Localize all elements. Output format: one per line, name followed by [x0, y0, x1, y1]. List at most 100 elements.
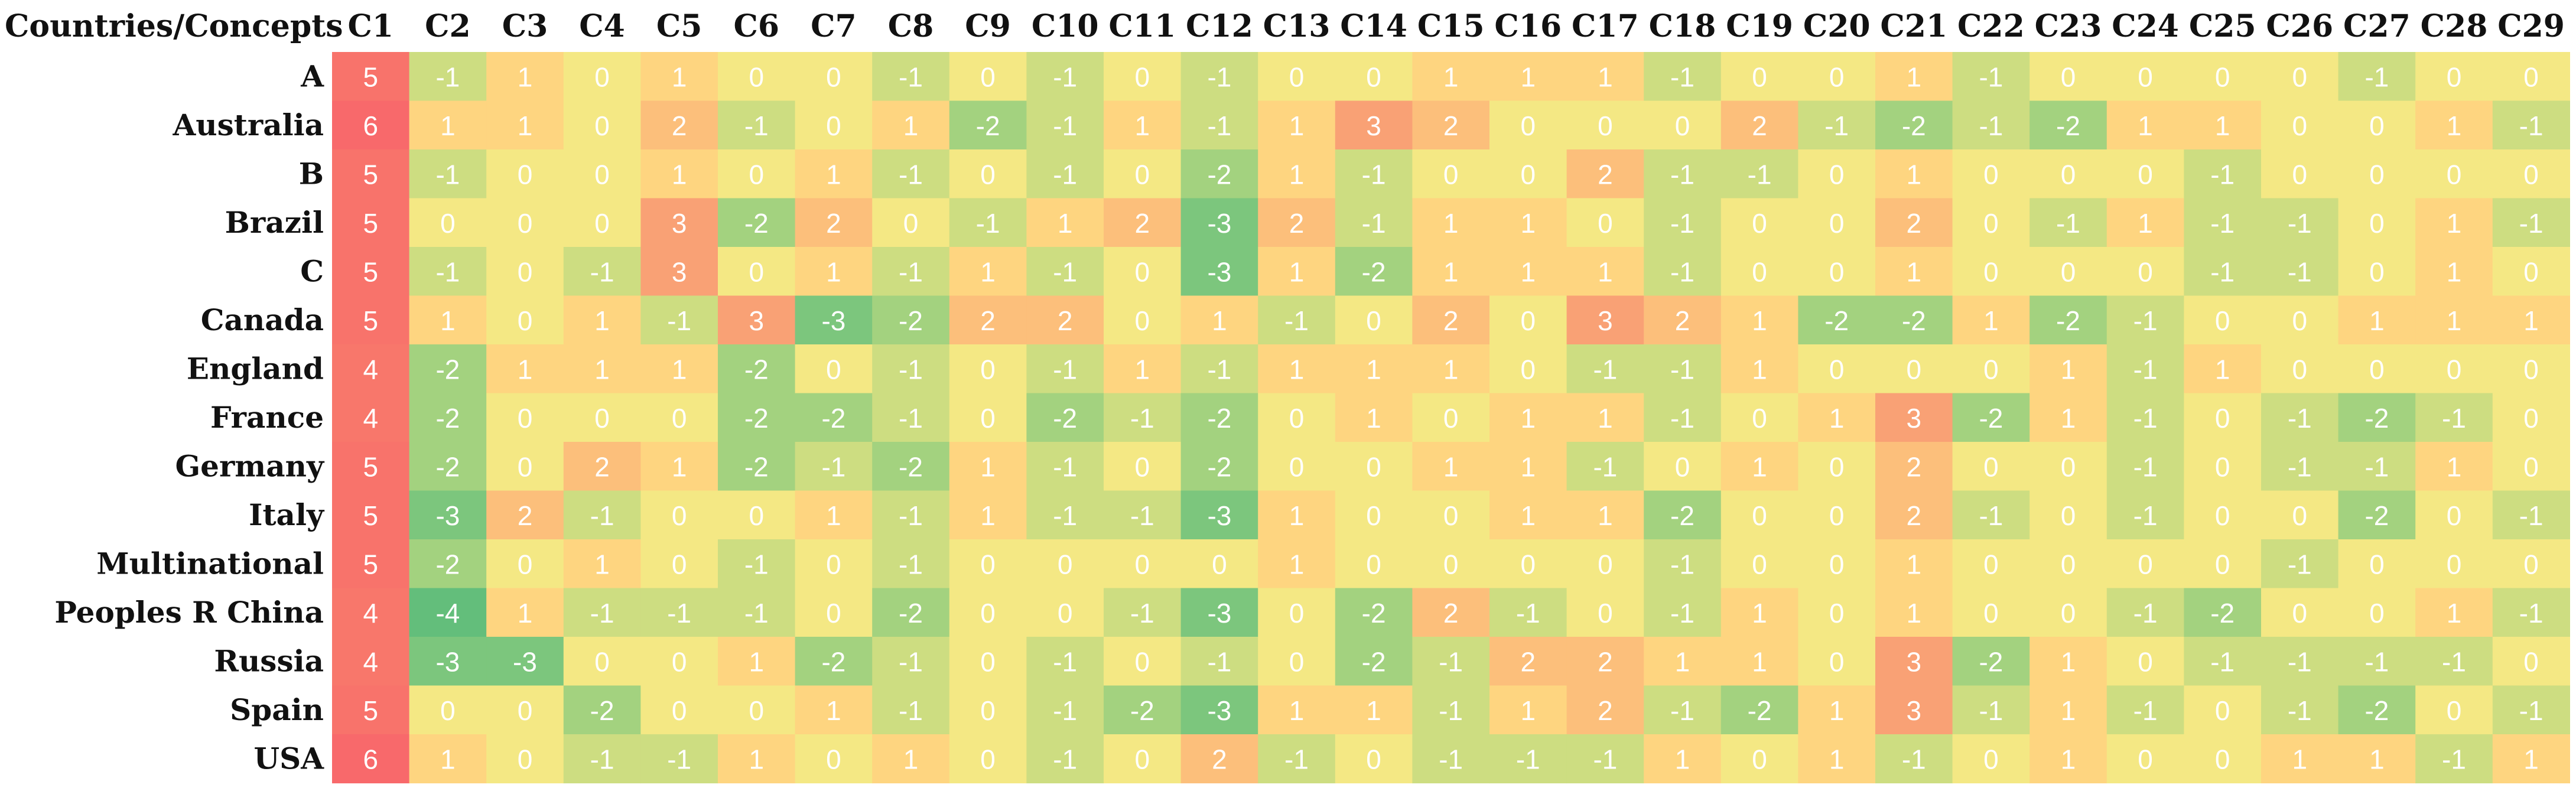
cell-value: 1 — [1752, 646, 1767, 677]
cell-value: -1 — [821, 451, 845, 482]
cell-value: 0 — [1598, 208, 1613, 239]
cell-value: 0 — [2369, 256, 2385, 287]
cell-value: 0 — [2138, 256, 2153, 287]
heatmap-cell — [332, 490, 410, 540]
column-header: C11 — [1108, 8, 1176, 44]
cell-value: 1 — [1521, 451, 1536, 482]
cell-value: 1 — [518, 598, 533, 629]
cell-value: -3 — [435, 500, 460, 531]
heatmap-cell — [563, 393, 641, 442]
cell-value: 1 — [1752, 354, 1767, 385]
heatmap-cell — [2338, 393, 2416, 442]
heatmap-cell — [1026, 685, 1104, 735]
cell-value: 1 — [440, 110, 456, 141]
column-header: C13 — [1263, 8, 1331, 44]
cell-value: 1 — [826, 159, 841, 190]
cell-value: -1 — [1979, 695, 2003, 726]
heatmap-cell — [2184, 685, 2262, 735]
heatmap-cell — [949, 198, 1027, 248]
heatmap-cell — [1798, 52, 1876, 102]
heatmap-cell — [2492, 100, 2570, 150]
cell-value: -2 — [1207, 403, 1231, 434]
heatmap-cell — [1566, 637, 1644, 686]
heatmap-cell — [1952, 100, 2030, 150]
heatmap-cell — [486, 149, 564, 199]
heatmap-cell — [1566, 295, 1644, 345]
cell-value: -1 — [1439, 744, 1463, 774]
heatmap-cell — [795, 149, 873, 199]
heatmap-cell — [1412, 52, 1490, 102]
heatmap-cell — [718, 490, 796, 540]
heatmap-cell — [640, 637, 718, 686]
heatmap-cell — [1026, 442, 1104, 491]
cell-value: 0 — [2138, 549, 2153, 579]
column-header: C9 — [965, 8, 1011, 44]
cell-value: 0 — [2523, 451, 2539, 482]
heatmap-cell — [2106, 588, 2184, 637]
heatmap-cell — [2184, 100, 2262, 150]
cell-value: 1 — [1521, 208, 1536, 239]
heatmap-cell — [2106, 247, 2184, 297]
column-header: C15 — [1417, 8, 1485, 44]
cell-value: -1 — [590, 256, 614, 287]
heatmap-cell — [1412, 588, 1490, 637]
heatmap-cell — [486, 393, 564, 442]
cell-value: 0 — [1983, 451, 1999, 482]
heatmap-cell — [1412, 539, 1490, 589]
cell-value: 0 — [1443, 159, 1459, 190]
heatmap-cell — [1489, 198, 1567, 248]
cell-value: 1 — [2215, 110, 2230, 141]
cell-value: 0 — [1058, 549, 1073, 579]
heatmap-cell — [409, 490, 487, 540]
heatmap-cell — [1720, 149, 1798, 199]
cell-value: -1 — [667, 744, 691, 774]
cell-value: -1 — [744, 110, 769, 141]
heatmap-cell — [949, 247, 1027, 297]
cell-value: 0 — [2215, 549, 2230, 579]
heatmap-cell — [1720, 685, 1798, 735]
heatmap-cell — [1798, 247, 1876, 297]
heatmap-cell — [332, 393, 410, 442]
cell-value: 5 — [363, 451, 379, 482]
cell-value: -1 — [1207, 61, 1231, 92]
cell-value: 1 — [2369, 305, 2385, 336]
row-label: USA — [253, 741, 324, 776]
heatmap-cell — [1644, 539, 1722, 589]
heatmap-cell — [1180, 393, 1258, 442]
cell-value: 0 — [440, 208, 456, 239]
heatmap-cell — [486, 198, 564, 248]
cell-value: -1 — [2210, 256, 2235, 287]
heatmap-cell — [1026, 149, 1104, 199]
cell-value: 0 — [1752, 744, 1767, 774]
heatmap-cell — [2261, 637, 2339, 686]
heatmap-cell — [1180, 442, 1258, 491]
cell-value: 0 — [749, 61, 765, 92]
cell-value: 1 — [1907, 159, 1922, 190]
cell-value: 0 — [2061, 61, 2076, 92]
cell-value: 0 — [749, 695, 765, 726]
heatmap-cell — [409, 442, 487, 491]
cell-value: 0 — [2138, 744, 2153, 774]
cell-value: 1 — [1443, 354, 1459, 385]
heatmap-cell — [409, 52, 487, 102]
cell-value: 1 — [594, 354, 610, 385]
cell-value: -1 — [2442, 403, 2466, 434]
cell-value: -2 — [435, 549, 460, 579]
cell-value: 1 — [826, 695, 841, 726]
cell-value: 0 — [672, 500, 687, 531]
heatmap-cell — [2029, 685, 2107, 735]
cell-value: -1 — [2133, 354, 2158, 385]
cell-value: 0 — [1829, 256, 1845, 287]
heatmap-cell — [1412, 442, 1490, 491]
heatmap-cell — [640, 442, 718, 491]
cell-value: 0 — [1983, 256, 1999, 287]
cell-value: 1 — [980, 500, 996, 531]
heatmap-cell — [486, 490, 564, 540]
heatmap-cell — [949, 344, 1027, 394]
heatmap-cell — [409, 100, 487, 150]
heatmap-cell — [1644, 490, 1722, 540]
heatmap-cell — [1720, 52, 1798, 102]
cell-value: -1 — [435, 256, 460, 287]
column-headers: C1 C2 C3 C4 C5 C6 C7 C8 C9 C10 C11 C12 C13 C14 C15 C16 C… — [348, 8, 2565, 44]
heatmap-cell — [1644, 442, 1722, 491]
